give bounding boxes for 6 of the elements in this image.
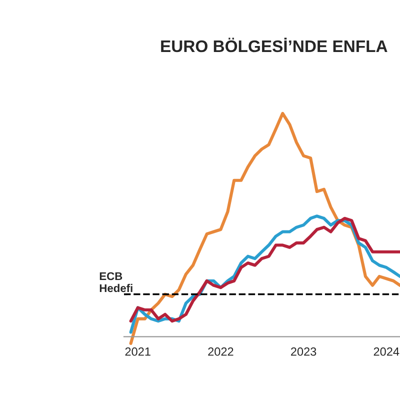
chart-title: EURO BÖLGESİ’NDE ENFLA <box>161 38 388 52</box>
x-tick-label: 2022 <box>208 347 234 356</box>
x-tick-label: 2024 <box>374 347 400 356</box>
ref-line-label: ECB Hedefi <box>100 272 132 292</box>
x-tick-label: 2023 <box>291 347 316 356</box>
x-tick-label: 2021 <box>125 347 150 356</box>
